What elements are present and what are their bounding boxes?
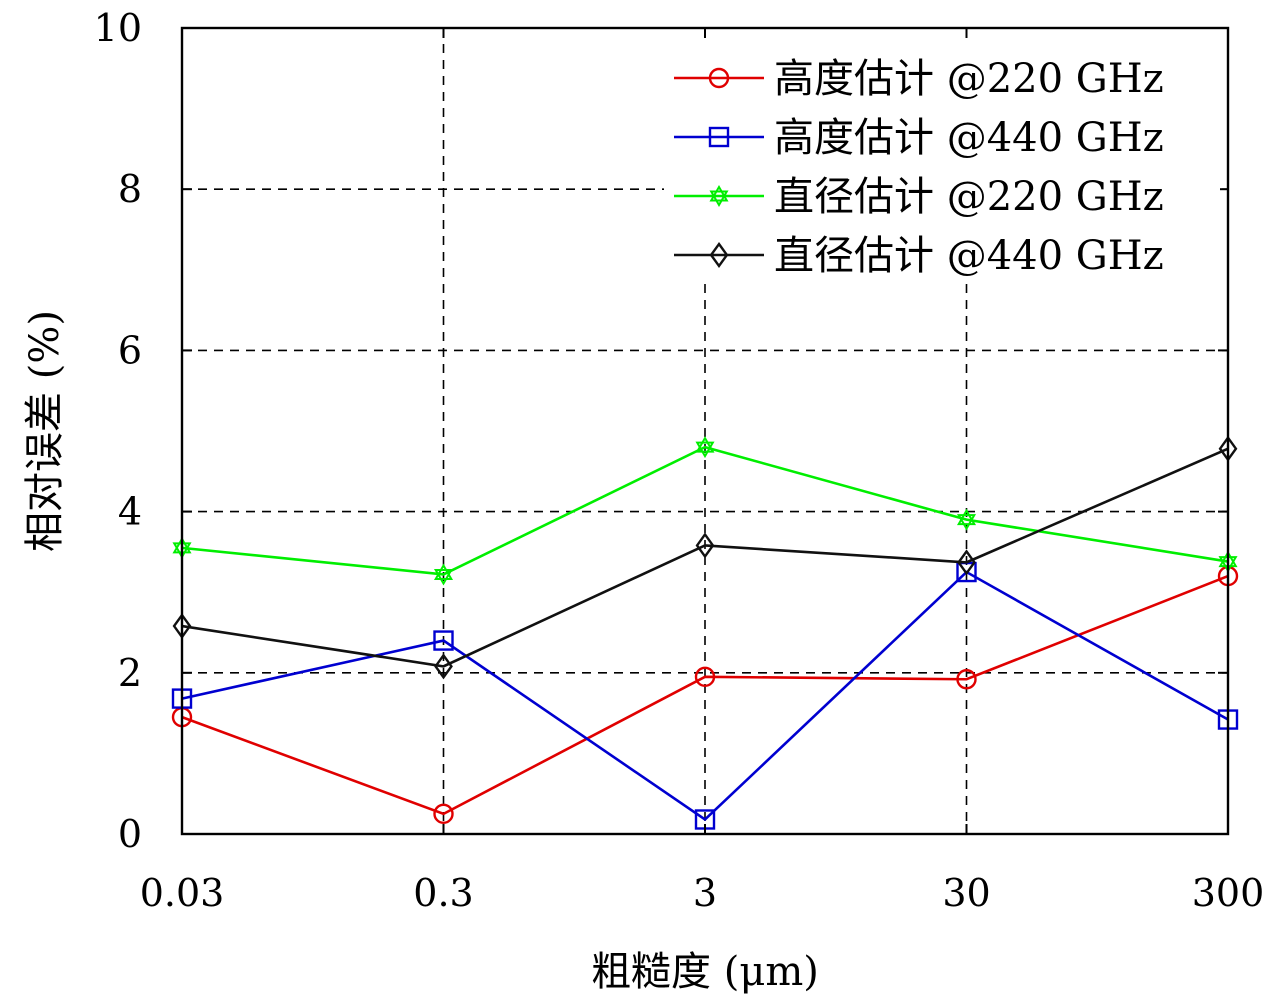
x-tick-label: 30 — [942, 871, 990, 915]
y-tick-label: 0 — [118, 812, 142, 856]
x-tick-label: 0.03 — [140, 871, 225, 915]
y-tick-label: 6 — [118, 328, 142, 372]
y-tick-label: 2 — [118, 651, 142, 695]
x-axis-title: 粗糙度 (μm) — [591, 949, 819, 995]
hexagram-part — [956, 514, 977, 531]
legend: 高度估计 @220 GHz 高度估计 @440 GHz 直径估计 @220 GHz 直… — [664, 40, 1220, 282]
legend-entry: 直径估计 @220 GHz — [674, 174, 1164, 220]
hexagram-part — [695, 436, 715, 453]
hexagram-part — [433, 568, 454, 586]
tick-labels: 0.03 0.3 3 30 300 0 2 4 6 8 10 — [94, 6, 1265, 915]
series-line — [181, 445, 1229, 576]
legend-label: 高度估计 @440 GHz — [774, 115, 1164, 161]
data-point — [695, 436, 715, 459]
data-point — [433, 563, 454, 586]
y-tick-label: 8 — [118, 167, 142, 211]
hexagram-part — [709, 190, 729, 207]
legend-entry: 高度估计 @220 GHz — [674, 56, 1164, 102]
data-point — [956, 669, 977, 690]
legend-marker — [708, 126, 730, 148]
legend-label: 直径估计 @220 GHz — [774, 174, 1164, 220]
legend-entry: 直径估计 @440 GHz — [674, 233, 1164, 279]
y-tick-label: 4 — [118, 490, 142, 534]
data-point — [433, 803, 454, 825]
legend-entry: 高度估计 @440 GHz — [674, 115, 1164, 161]
legend-marker — [708, 67, 730, 89]
hexagram-part — [433, 563, 454, 580]
series-line — [181, 447, 1229, 668]
data-point — [695, 532, 715, 559]
legend-box — [664, 40, 1220, 282]
data-point — [694, 666, 716, 688]
legend-marker — [709, 185, 729, 207]
legend-marker — [709, 241, 729, 269]
legend-label: 直径估计 @440 GHz — [774, 233, 1164, 279]
data-point — [957, 549, 976, 576]
x-tick-label: 0.3 — [413, 871, 473, 915]
y-axis-title: 相对误差 (%) — [22, 310, 68, 552]
data-point — [956, 508, 977, 531]
legend-label: 高度估计 @220 GHz — [774, 56, 1164, 102]
series-line — [181, 570, 1229, 822]
hexagram-part — [709, 185, 729, 202]
data-point — [434, 653, 453, 680]
series-4 — [172, 435, 1238, 680]
plot-frame — [180, 26, 1230, 836]
data-point — [433, 630, 454, 651]
x-tick-label: 3 — [693, 871, 717, 915]
y-tick-label: 10 — [94, 6, 142, 50]
series-line — [181, 574, 1229, 816]
hexagram-part — [956, 508, 977, 526]
x-tick-label: 300 — [1192, 871, 1265, 915]
hexagram-part — [695, 441, 715, 459]
